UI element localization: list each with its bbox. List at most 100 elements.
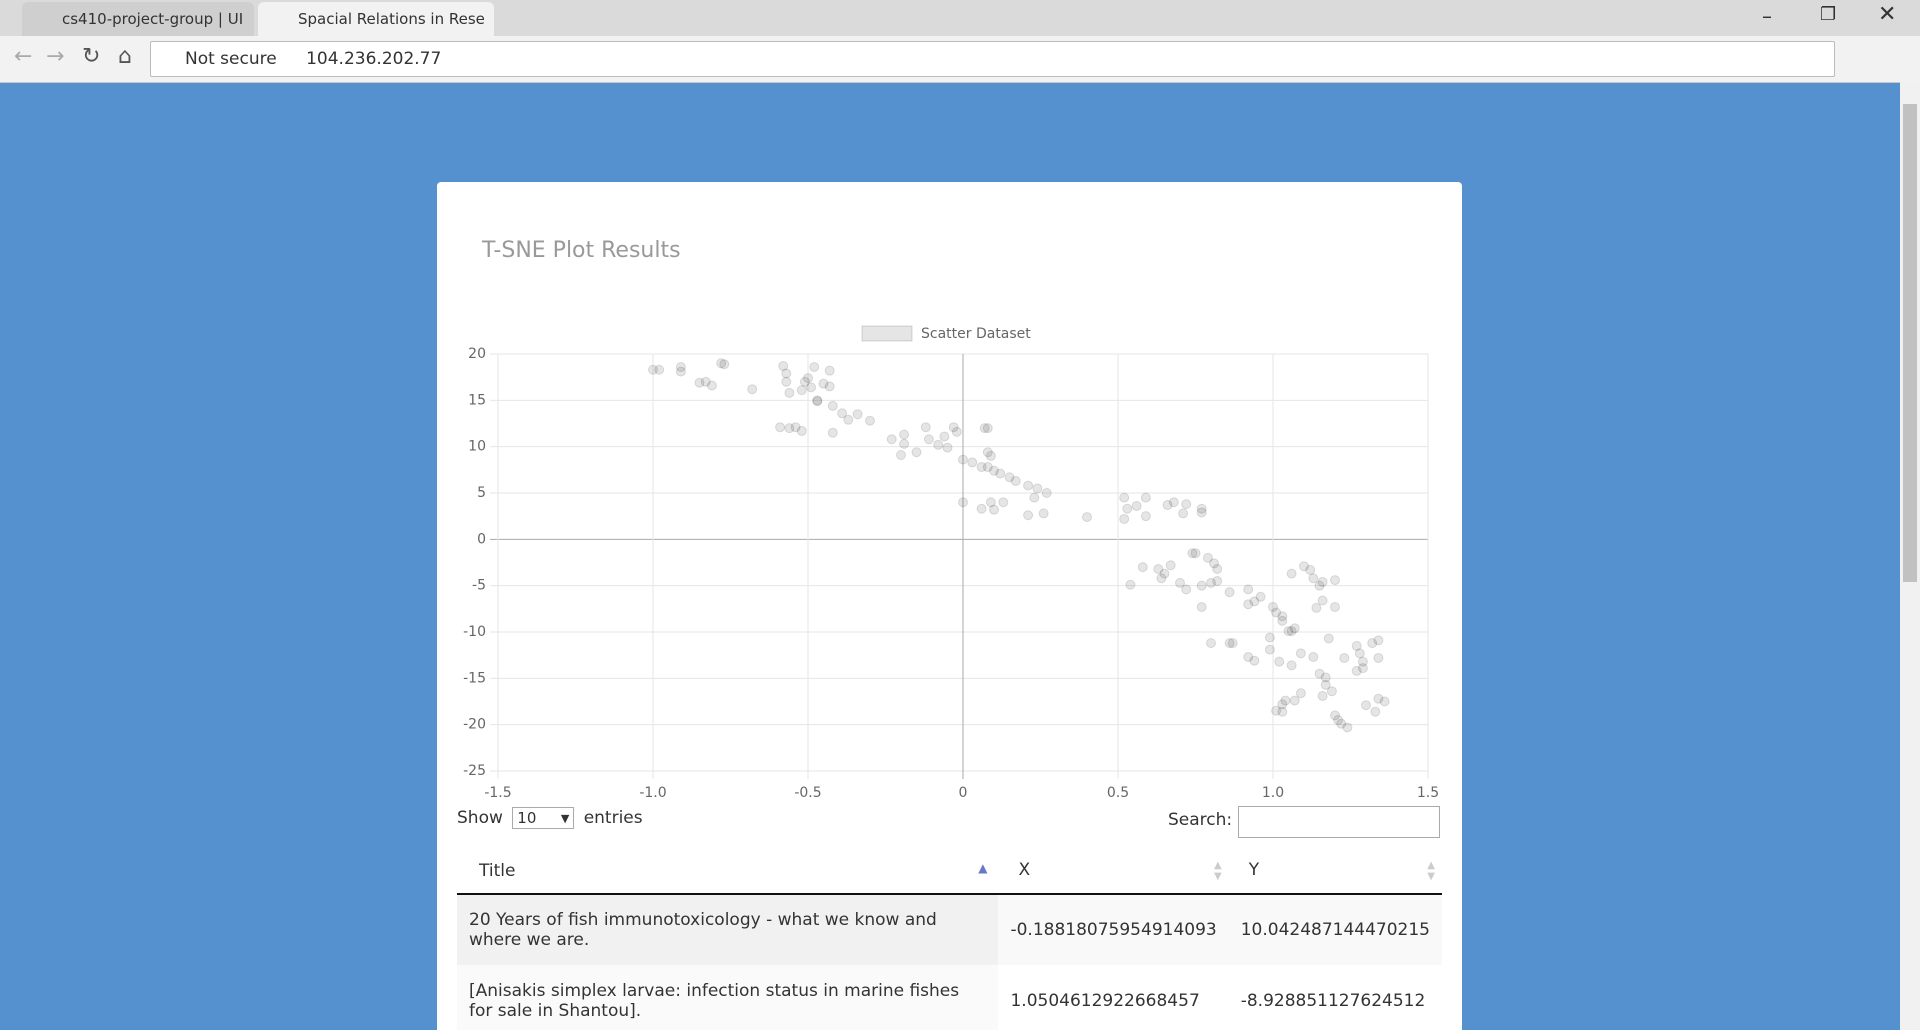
point xyxy=(824,365,835,376)
point xyxy=(812,395,823,406)
point xyxy=(982,447,993,458)
point xyxy=(1190,548,1201,559)
point xyxy=(1317,690,1328,701)
table-cell: 20 Years of fish immunotoxicology - what… xyxy=(457,894,999,965)
chart: 20 15 10 5 0 -5 -10 -15 -20 -25 -1.5 -1.0 -0.5 0 0.5 1.… xyxy=(463,325,1439,801)
point xyxy=(1373,693,1384,704)
back[interactable]: ← xyxy=(14,44,33,69)
point xyxy=(1196,580,1207,591)
search-input[interactable] xyxy=(1238,806,1440,838)
point xyxy=(812,396,823,407)
point xyxy=(1370,706,1381,717)
point xyxy=(942,442,953,453)
scrollbar[interactable] xyxy=(1900,82,1920,1030)
point xyxy=(1082,512,1092,523)
point xyxy=(899,429,910,440)
point xyxy=(1314,668,1325,679)
point xyxy=(1305,564,1316,575)
point xyxy=(951,426,962,437)
url: 104.236.202.77 xyxy=(306,49,442,69)
point xyxy=(1320,679,1331,690)
point xyxy=(1308,652,1319,663)
point xyxy=(989,504,999,515)
point xyxy=(1122,503,1133,514)
home[interactable]: ⌂ xyxy=(118,44,132,69)
table-row: 20 Years of fish immunotoxicology - what… xyxy=(457,894,1442,965)
x-tick-label: -1.5 xyxy=(484,785,511,801)
point xyxy=(1330,575,1340,586)
point xyxy=(886,434,897,445)
point xyxy=(958,497,968,508)
point xyxy=(1295,648,1306,659)
point xyxy=(1206,638,1216,649)
point xyxy=(796,385,807,396)
close[interactable]: ✕ xyxy=(1878,2,1897,27)
point xyxy=(1361,700,1371,711)
point xyxy=(1159,568,1170,579)
point xyxy=(1131,500,1142,511)
point xyxy=(1286,568,1297,579)
point xyxy=(1023,480,1034,491)
point xyxy=(694,377,705,388)
point xyxy=(1125,579,1136,590)
point xyxy=(1224,587,1235,598)
point xyxy=(837,408,848,419)
point xyxy=(824,381,835,392)
point xyxy=(806,382,817,393)
point xyxy=(865,415,875,426)
point xyxy=(998,497,1009,508)
point xyxy=(1323,633,1334,644)
scroll-thumb[interactable] xyxy=(1903,104,1917,582)
y-tick-label: -15 xyxy=(463,670,486,686)
tab-title: cs410-project-group | UI xyxy=(62,10,244,28)
point xyxy=(976,462,987,473)
card-title: T-SNE Plot Results xyxy=(482,238,681,263)
minimize[interactable]: – xyxy=(1762,4,1772,28)
point xyxy=(1162,500,1173,511)
point xyxy=(1286,626,1297,637)
omnibox[interactable]: Not secure 104.236.202.77 xyxy=(150,41,1835,77)
y-tick-label: 15 xyxy=(468,392,486,408)
y-tick-label: 0 xyxy=(477,531,486,547)
point xyxy=(1196,601,1207,612)
column-header[interactable]: Y ▲ ▼ xyxy=(1248,859,1435,882)
legend-label: Scatter Dataset xyxy=(921,326,1031,342)
reload[interactable]: ↻ xyxy=(82,44,101,69)
point xyxy=(803,373,813,384)
card: T-SNE Plot Results 20 15 10 5 0 -5 -10 -15 -20 -2… xyxy=(437,182,1462,1030)
tab[interactable]: cs410-project-group | UI xyxy=(22,2,254,36)
point xyxy=(1277,615,1288,626)
table-cell: 1.0504612922668457 xyxy=(1010,990,1200,1011)
point xyxy=(1311,602,1322,613)
point xyxy=(1140,511,1151,522)
restore[interactable]: ❐ xyxy=(1820,4,1837,25)
point xyxy=(796,425,807,436)
point xyxy=(1264,632,1275,643)
point xyxy=(1268,601,1278,612)
point xyxy=(1283,626,1294,637)
x-tick-label: 1.5 xyxy=(1417,785,1439,801)
x-tick-label: 1.0 xyxy=(1262,785,1284,801)
column-header[interactable]: Title ▲ xyxy=(479,860,988,881)
point xyxy=(1264,644,1275,655)
point xyxy=(778,361,789,372)
point xyxy=(1038,508,1049,519)
point xyxy=(1206,577,1216,588)
column-header[interactable]: X ▲ ▼ xyxy=(1018,859,1222,882)
point xyxy=(818,378,829,389)
point xyxy=(1023,510,1034,521)
point xyxy=(1010,475,1021,486)
point xyxy=(976,503,987,514)
x-tick-label: 0 xyxy=(959,785,968,801)
point xyxy=(1277,611,1288,622)
point xyxy=(1209,558,1220,569)
table: Title ▲ X ▲ ▼ Y ▲ ▼ 20 Years of fish immunoto… xyxy=(457,848,1442,1030)
point xyxy=(852,409,863,420)
length-control: Show 10 ▼ entries xyxy=(457,807,643,829)
forward[interactable]: → xyxy=(46,44,65,69)
tab[interactable]: Spacial Relations in Rese xyxy=(258,2,494,36)
point xyxy=(809,361,820,372)
point xyxy=(1354,648,1365,659)
point xyxy=(1168,497,1179,508)
length-select[interactable]: 10 ▼ xyxy=(512,807,575,829)
